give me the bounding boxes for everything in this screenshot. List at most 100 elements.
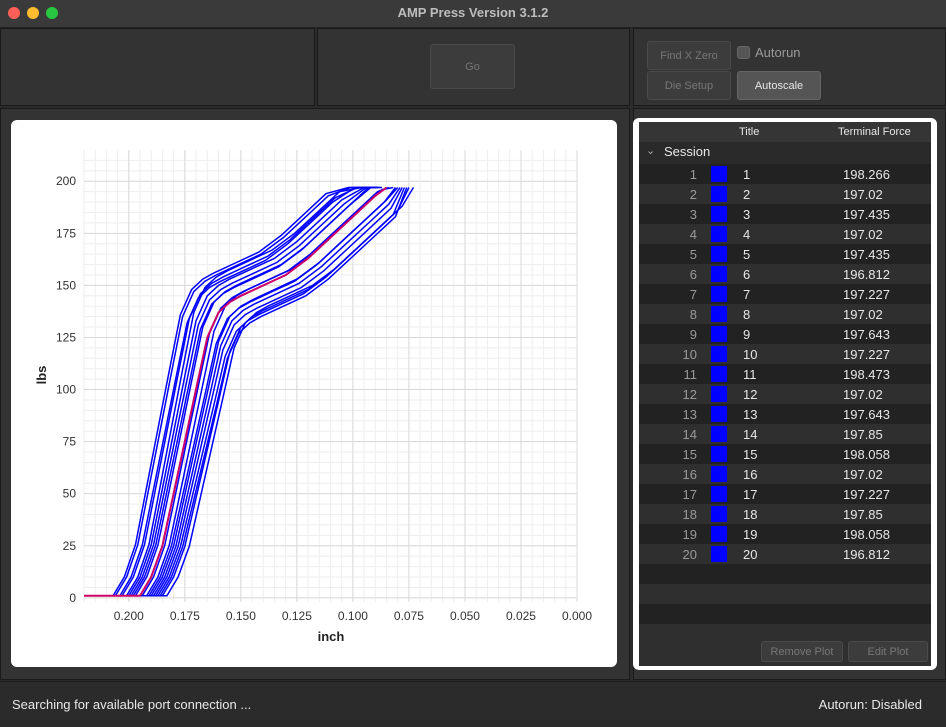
- y-tick-label: 200: [56, 174, 76, 188]
- row-title: 3: [743, 207, 751, 222]
- color-swatch[interactable]: [711, 366, 727, 382]
- column-force-header[interactable]: Terminal Force: [838, 126, 911, 138]
- color-swatch[interactable]: [711, 486, 727, 502]
- row-terminal-force: 197.227: [843, 487, 890, 502]
- column-title-header[interactable]: Title: [739, 126, 760, 138]
- empty-row: [639, 584, 931, 604]
- table-row[interactable]: 20 20 196.812: [639, 544, 931, 564]
- plot-list: Title Terminal Force ⌄ Session 1 1 198.266…: [639, 122, 931, 654]
- chevron-down-icon[interactable]: ⌄: [646, 145, 656, 157]
- row-terminal-force: 197.227: [843, 347, 890, 362]
- row-title: 9: [743, 327, 751, 342]
- row-terminal-force: 197.643: [843, 327, 890, 342]
- series-line: [84, 186, 376, 597]
- table-row[interactable]: 17 17 197.227: [639, 484, 931, 504]
- go-button[interactable]: Go: [430, 44, 515, 89]
- die-setup-button[interactable]: Die Setup: [647, 71, 731, 100]
- table-footer: Remove Plot Edit Plot: [639, 636, 931, 666]
- color-swatch[interactable]: [711, 506, 727, 522]
- table-row[interactable]: 6 6 196.812: [639, 264, 931, 284]
- row-index: 12: [682, 387, 697, 402]
- color-swatch[interactable]: [711, 326, 727, 342]
- autoscale-button[interactable]: Autoscale: [737, 71, 821, 100]
- table-row[interactable]: 12 12 197.02: [639, 384, 931, 404]
- table-row[interactable]: 9 9 197.643: [639, 324, 931, 344]
- row-index: 3: [689, 207, 697, 222]
- table-row[interactable]: 8 8 197.02: [639, 304, 931, 324]
- row-terminal-force: 197.85: [843, 507, 883, 522]
- row-index: 9: [689, 327, 697, 342]
- table-row[interactable]: 16 16 197.02: [639, 464, 931, 484]
- color-swatch[interactable]: [711, 546, 727, 562]
- average-line: [84, 186, 388, 597]
- row-title: 14: [743, 427, 758, 442]
- close-window-button[interactable]: [8, 7, 20, 19]
- y-tick-label: 25: [63, 539, 77, 553]
- series-line: [84, 186, 362, 597]
- row-index: 16: [682, 467, 697, 482]
- color-swatch[interactable]: [711, 306, 727, 322]
- series-line: [84, 186, 367, 597]
- minimize-window-button[interactable]: [27, 7, 39, 19]
- table-row[interactable]: 13 13 197.643: [639, 404, 931, 424]
- row-terminal-force: 197.85: [843, 427, 883, 442]
- top-left-panel: [0, 28, 315, 106]
- color-swatch[interactable]: [711, 386, 727, 402]
- session-group-row[interactable]: ⌄ Session: [639, 142, 931, 161]
- maximize-window-button[interactable]: [46, 7, 58, 19]
- table-row[interactable]: 10 10 197.227: [639, 344, 931, 364]
- row-index: 2: [689, 187, 697, 202]
- find-x-zero-button[interactable]: Find X Zero: [647, 41, 731, 70]
- color-swatch[interactable]: [711, 166, 727, 182]
- row-index: 8: [689, 307, 697, 322]
- table-row[interactable]: 3 3 197.435: [639, 204, 931, 224]
- table-row[interactable]: 2 2 197.02: [639, 184, 931, 204]
- series-line: [84, 186, 360, 597]
- row-index: 19: [682, 527, 697, 542]
- row-terminal-force: 197.227: [843, 287, 890, 302]
- table-row[interactable]: 5 5 197.435: [639, 244, 931, 264]
- table-row[interactable]: 4 4 197.02: [639, 224, 931, 244]
- table-row[interactable]: 19 19 198.058: [639, 524, 931, 544]
- row-title: 8: [743, 307, 751, 322]
- color-swatch[interactable]: [711, 346, 727, 362]
- row-index: 7: [689, 287, 697, 302]
- color-swatch[interactable]: [711, 466, 727, 482]
- row-terminal-force: 196.812: [843, 547, 890, 562]
- row-terminal-force: 196.812: [843, 267, 890, 282]
- row-terminal-force: 197.02: [843, 307, 883, 322]
- table-row[interactable]: 15 15 198.058: [639, 444, 931, 464]
- row-terminal-force: 198.058: [843, 447, 890, 462]
- table-row[interactable]: 18 18 197.85: [639, 504, 931, 524]
- autorun-checkbox[interactable]: [737, 45, 750, 59]
- table-row[interactable]: 14 14 197.85: [639, 424, 931, 444]
- table-row[interactable]: 1 1 198.266: [639, 164, 931, 184]
- row-title: 12: [743, 387, 758, 402]
- remove-plot-button[interactable]: Remove Plot: [761, 641, 843, 662]
- color-swatch[interactable]: [711, 406, 727, 422]
- color-swatch[interactable]: [711, 246, 727, 262]
- row-index: 14: [682, 427, 697, 442]
- color-swatch[interactable]: [711, 286, 727, 302]
- row-index: 17: [682, 487, 697, 502]
- color-swatch[interactable]: [711, 446, 727, 462]
- color-swatch[interactable]: [711, 206, 727, 222]
- row-title: 1: [743, 167, 751, 182]
- color-swatch[interactable]: [711, 226, 727, 242]
- table-row[interactable]: 11 11 198.473: [639, 364, 931, 384]
- table-row[interactable]: 7 7 197.227: [639, 284, 931, 304]
- y-tick-label: 100: [56, 383, 76, 397]
- color-swatch[interactable]: [711, 526, 727, 542]
- color-swatch[interactable]: [711, 266, 727, 282]
- edit-plot-button[interactable]: Edit Plot: [848, 641, 928, 662]
- x-tick-label: 0.025: [506, 609, 536, 623]
- x-axis-label: inch: [318, 629, 345, 644]
- window-title: AMP Press Version 3.1.2: [397, 5, 549, 20]
- autorun-toggle[interactable]: Autorun: [737, 44, 801, 60]
- color-swatch[interactable]: [711, 186, 727, 202]
- x-tick-label: 0.050: [450, 609, 480, 623]
- connection-status: Searching for available port connection …: [12, 697, 252, 712]
- row-terminal-force: 197.02: [843, 467, 883, 482]
- color-swatch[interactable]: [711, 426, 727, 442]
- force-plot[interactable]: 0.200 0.175 0.150 0.125 0.100 0.075 0.050 0.025…: [11, 120, 617, 667]
